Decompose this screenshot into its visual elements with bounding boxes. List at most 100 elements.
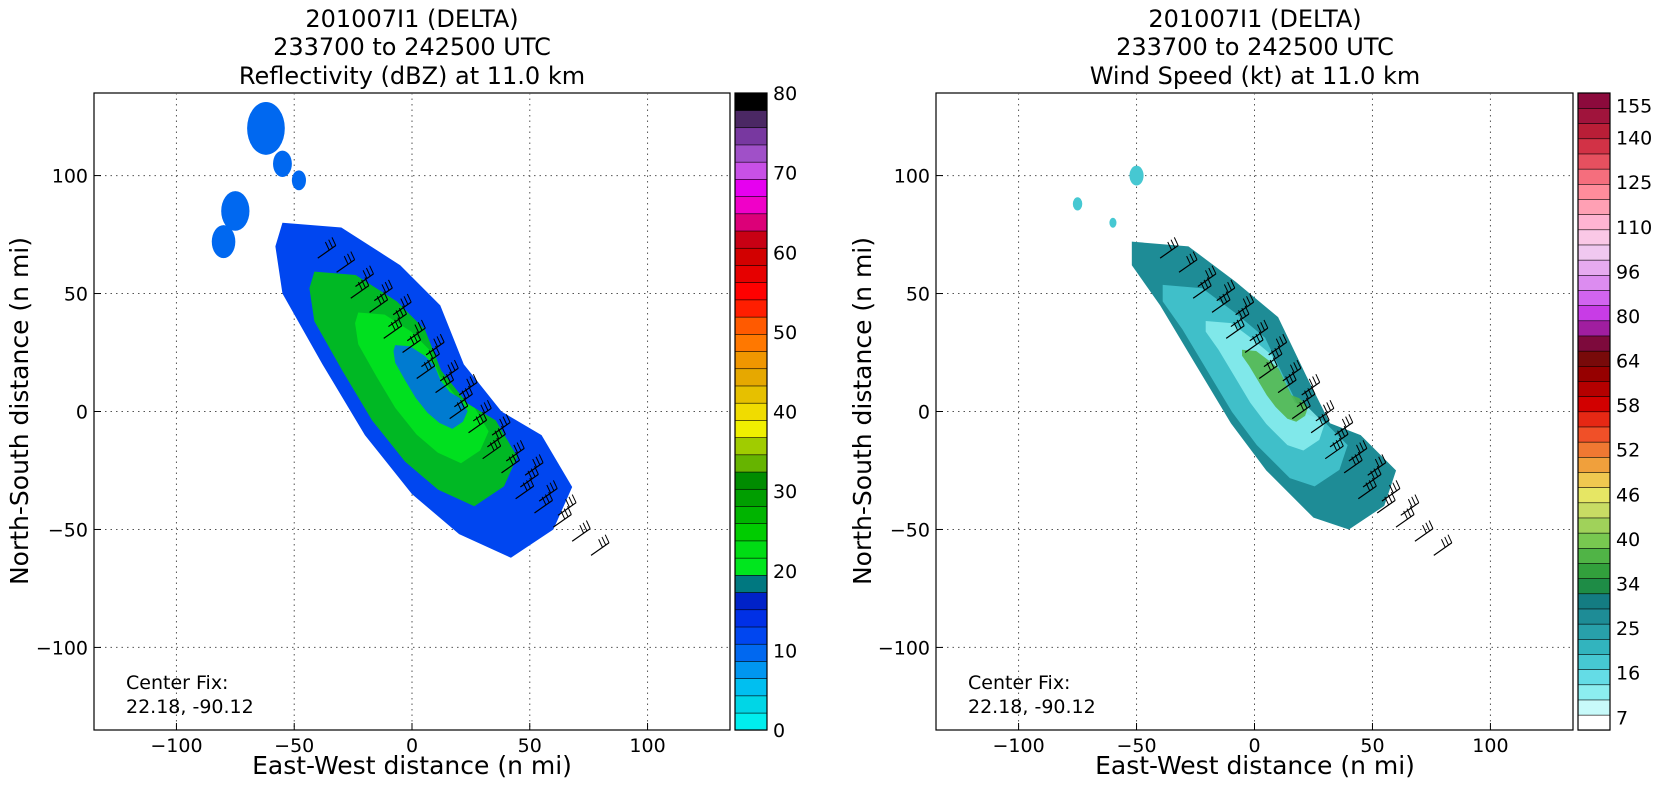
wind-speed-panel: 201007I1 (DELTA) 233700 to 242500 UTC Wi… [848, 5, 1652, 780]
reflectivity-colorbar-swatch [734, 368, 768, 387]
reflectivity-wind-barb-flag [585, 520, 591, 529]
reflectivity-wind-barb-flag [421, 319, 426, 329]
reflectivity-wind-barb-flag [508, 456, 514, 466]
reflectivity-colorbar-swatch [734, 316, 768, 335]
wind-wind-barb-flag [1323, 404, 1328, 414]
reflectivity-wind-barb-flag [568, 496, 574, 506]
reflectivity-colorbar-label: 50 [773, 322, 797, 344]
reflectivity-wind-barb-flag [324, 241, 330, 251]
wind-wind-barb-flag [1378, 456, 1383, 466]
wind-wind-barb-flag [1339, 437, 1344, 447]
reflectivity-wind-barb-flag [604, 534, 610, 544]
wind-colorbar-swatch [1577, 168, 1611, 185]
wind-xlabel: East-West distance (n mi) [1095, 751, 1415, 780]
wind-colorbar-swatch [1577, 532, 1611, 549]
reflectivity-wind-barb-flag [460, 399, 465, 409]
reflectivity-title-line-2: 233700 to 242500 UTC [273, 33, 551, 61]
wind-wind-barb-flag [1326, 402, 1332, 411]
wind-wind-barb-flag [1389, 484, 1394, 494]
wind-wind-barb-flag [1230, 279, 1236, 289]
reflectivity-wind-barb-flag [601, 536, 607, 546]
reflectivity-wind-barb-flag [395, 310, 401, 319]
reflectivity-wind-barb-flag [398, 307, 404, 317]
reflectivity-wind-barb-flag [489, 442, 495, 451]
wind-wind-barb-flag [1356, 444, 1361, 454]
reflectivity-colorbar-swatch [734, 402, 768, 421]
reflectivity-xtick-label: 100 [629, 735, 665, 757]
wind-wind-barb-flag [1411, 496, 1416, 506]
reflectivity-grid [94, 93, 730, 730]
reflectivity-wind-barb-flag [483, 402, 489, 411]
reflectivity-wind-barb-flag [502, 416, 508, 425]
wind-plot-area: −100 −50 0 50 100 −100 −50 0 50 100 Center Fix: 2… [878, 92, 1574, 757]
wind-wind-barb-flag [1368, 480, 1374, 489]
reflectivity-wind-barb-flag [456, 402, 462, 411]
reflectivity-wind-barb-flag [394, 319, 399, 329]
reflectivity-title-line-3: Reflectivity (dBZ) at 11.0 km [239, 62, 585, 90]
reflectivity-wind-barb-flag [347, 253, 352, 263]
reflectivity-colorbar-swatch [734, 299, 768, 318]
wind-center-fix-value: 22.18, -90.12 [968, 696, 1096, 718]
wind-wind-barb-flag [1296, 359, 1302, 369]
reflectivity-colorbar-label: 30 [773, 481, 797, 503]
reflectivity-wind-barb-flag [436, 336, 442, 345]
wind-wind-barb-flag [1271, 350, 1276, 359]
wind-wind-barb-flag [1274, 347, 1280, 357]
reflectivity-wind-barb-flag [430, 357, 436, 367]
reflectivity-ytick-label: −50 [48, 519, 88, 541]
wind-colorbar-swatch [1577, 183, 1611, 200]
reflectivity-title-line-1: 201007I1 (DELTA) [305, 5, 518, 33]
wind-wind-barb-flag [1266, 362, 1272, 371]
wind-wind-barb-flag [1236, 319, 1242, 329]
wind-colorbar-swatch [1577, 699, 1611, 716]
wind-wind-barb-flag [1272, 357, 1278, 367]
reflectivity-wind-barb-flag [331, 237, 337, 246]
wind-wind-barb-flag [1414, 494, 1420, 503]
wind-colorbar-swatch [1577, 426, 1611, 443]
reflectivity-wind-barb-flag [413, 333, 418, 343]
reflectivity-wind-barb-flag [468, 385, 473, 395]
wind-wind-barb-flag [1282, 333, 1288, 343]
wind-wind-barb-flag [1219, 296, 1224, 305]
reflectivity-wind-barb-flag [390, 321, 396, 331]
wind-wind-barbs [1159, 237, 1453, 556]
reflectivity-ytick-label: 100 [52, 166, 88, 188]
reflectivity-wind-barb-flag [364, 277, 370, 286]
reflectivity-colorbar-swatch [734, 660, 768, 679]
reflectivity-wind-barb-flag [513, 444, 519, 454]
reflectivity-colorbar-swatch [734, 195, 768, 215]
reflectivity-colorbar-label: 0 [773, 720, 785, 742]
reflectivity-wind-barbs [317, 237, 610, 556]
reflectivity-outlying-echo [211, 225, 236, 259]
reflectivity-colorbar-swatch [734, 712, 768, 731]
reflectivity-wind-barb-flag [548, 491, 553, 501]
wind-wind-barb-flag [1351, 456, 1357, 466]
wind-title-line-1: 201007I1 (DELTA) [1148, 5, 1361, 33]
reflectivity-xtick-label: −100 [150, 735, 202, 757]
reflectivity-colorbar-swatch [734, 92, 768, 111]
reflectivity-wind-barb-flag [461, 390, 467, 399]
wind-colorbar-frame [1577, 92, 1611, 731]
wind-wind-barb-flag [1186, 255, 1191, 265]
wind-ytick-label: −100 [878, 637, 930, 659]
wind-wind-barb-flag [1299, 402, 1305, 411]
reflectivity-colorbar-swatch [734, 540, 768, 559]
wind-colorbar-swatch [1577, 608, 1611, 625]
wind-wind-barb-flag [1285, 376, 1291, 385]
wind-wind-barb-flag [1374, 458, 1380, 468]
reflectivity-colorbar-swatch [734, 695, 768, 714]
reflectivity-wind-barb-flag [442, 376, 448, 385]
reflectivity-wind-barb-flag [546, 484, 552, 494]
wind-xtick-label: −100 [992, 735, 1044, 757]
reflectivity-wind-barb-flag [565, 498, 570, 508]
wind-wind-barb-flag [1354, 454, 1360, 463]
reflectivity-colorbar-swatch [734, 230, 768, 249]
wind-wind-barb-flag [1225, 291, 1231, 301]
reflectivity-wind-barb-flag [449, 371, 455, 381]
reflectivity-wind-barb-flag [527, 470, 533, 480]
wind-wind-barb-flag [1246, 296, 1251, 305]
wind-colorbar-swatch [1577, 593, 1611, 610]
reflectivity-colorbar-swatch [734, 643, 768, 662]
reflectivity-wind-barb-flag [497, 428, 503, 437]
